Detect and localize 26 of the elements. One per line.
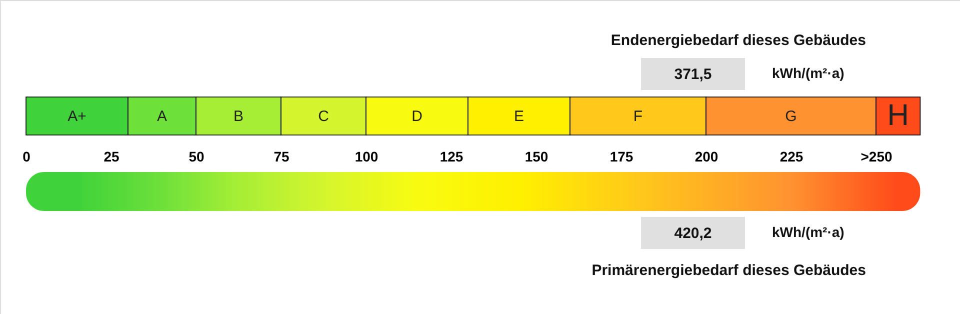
x-tick-label: 225 bbox=[780, 148, 804, 164]
series-label: D bbox=[412, 108, 423, 125]
x-tick-label: 75 bbox=[274, 148, 290, 164]
text: kWh/(m²·a) bbox=[772, 224, 844, 240]
text: 371,5 bbox=[674, 66, 712, 83]
series-label: F bbox=[633, 108, 643, 125]
text: kWh/(m²·a) bbox=[772, 65, 844, 81]
series-label: B bbox=[233, 108, 244, 125]
series-label: A+ bbox=[68, 108, 87, 125]
x-tick-label: >250 bbox=[860, 148, 892, 164]
x-tick-label: 175 bbox=[610, 148, 634, 164]
series-label: G bbox=[785, 108, 797, 125]
series-label: C bbox=[318, 108, 330, 125]
x-tick-label: 150 bbox=[524, 148, 548, 164]
x-tick-label: 25 bbox=[104, 148, 120, 164]
x-tick-label: 125 bbox=[440, 148, 464, 164]
series-label: H bbox=[887, 99, 909, 132]
x-tick-label: 50 bbox=[188, 148, 204, 164]
x-tick-label: 0 bbox=[22, 148, 31, 164]
text: 420,2 bbox=[674, 225, 712, 242]
series-label: E bbox=[514, 108, 524, 125]
series-label: A bbox=[156, 108, 168, 125]
x-tick-label: 100 bbox=[354, 148, 378, 164]
text: Primärenergiebedarf dieses Gebäudes bbox=[592, 262, 866, 279]
text: Endenergiebedarf dieses Gebäudes bbox=[610, 32, 866, 49]
x-tick-label: 200 bbox=[694, 148, 718, 164]
